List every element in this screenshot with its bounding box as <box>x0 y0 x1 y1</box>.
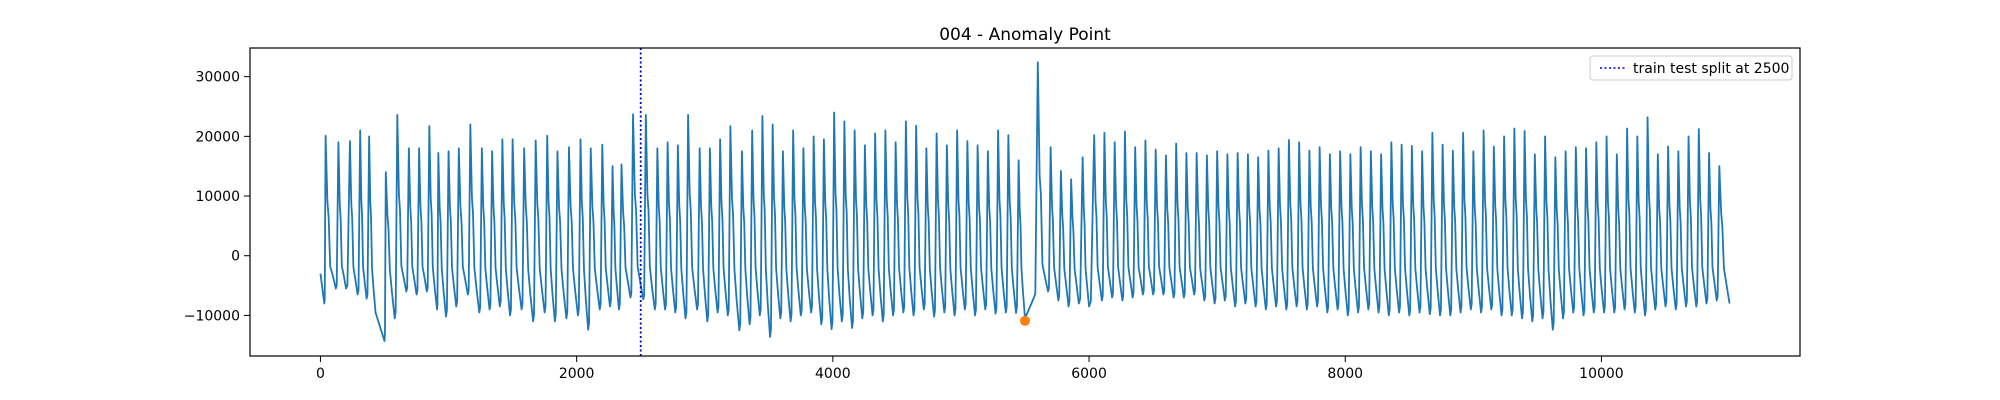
legend-entry-label: train test split at 2500 <box>1633 61 1789 77</box>
y-tick-label: 30000 <box>195 70 240 86</box>
x-tick-label: 0 <box>316 366 325 382</box>
x-tick-label: 10000 <box>1579 366 1624 382</box>
x-axis: 0 2000 4000 6000 8000 10000 <box>316 356 1624 382</box>
series-line <box>319 61 1731 342</box>
x-tick-label: 4000 <box>815 366 851 382</box>
x-tick-label: 6000 <box>1071 366 1107 382</box>
y-tick-label: −10000 <box>184 308 240 324</box>
axes-frame <box>249 47 1801 357</box>
x-tick-label: 2000 <box>559 366 595 382</box>
chart-title: 004 - Anomaly Point <box>939 25 1111 45</box>
y-axis: −10000 0 10000 20000 30000 <box>184 70 250 324</box>
legend: train test split at 2500 <box>1589 55 1793 81</box>
anomaly-point-marker <box>1020 315 1030 326</box>
y-tick-label: 20000 <box>195 129 240 145</box>
y-tick-label: 10000 <box>195 189 240 205</box>
y-tick-label: 0 <box>231 249 240 265</box>
x-tick-label: 8000 <box>1327 366 1363 382</box>
legend-box <box>1589 55 1793 81</box>
